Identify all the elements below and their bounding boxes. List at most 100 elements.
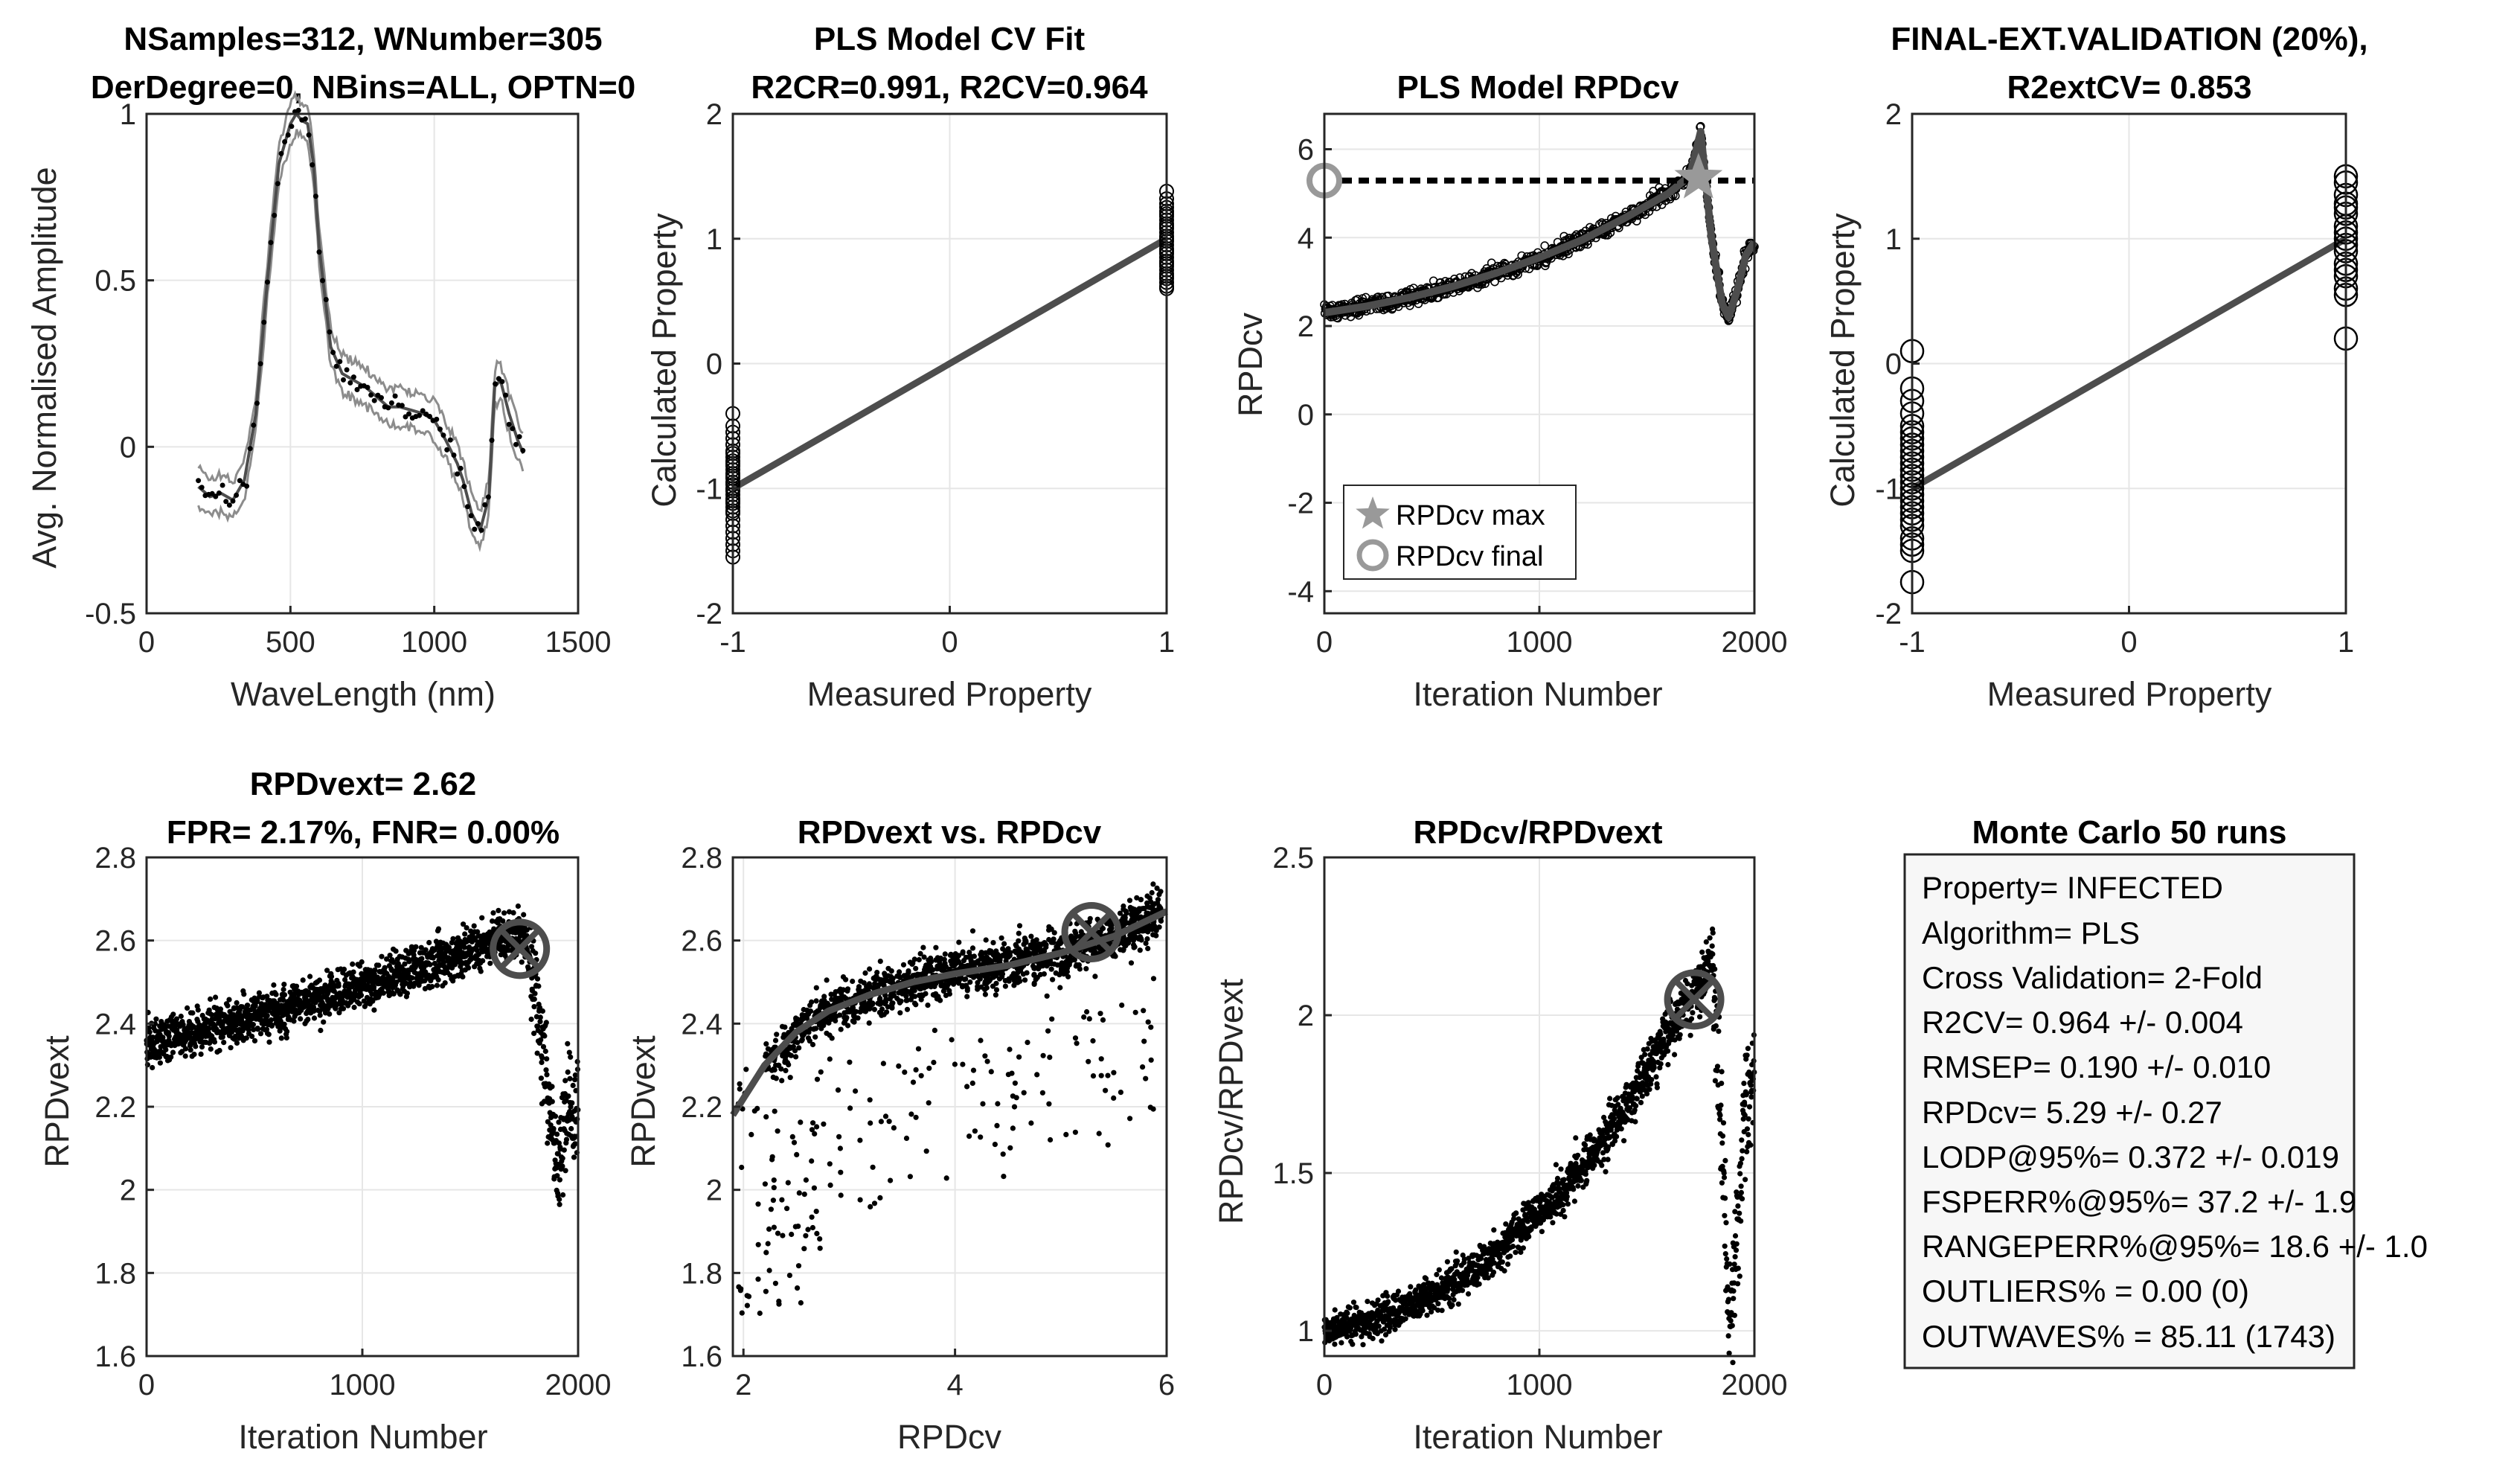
spectrum-y-tick-label: -0.5: [85, 598, 136, 630]
ratio-dot: [1451, 1297, 1457, 1302]
rpdvext-dot: [180, 1022, 186, 1028]
rpdvext-dot: [281, 982, 287, 988]
rpdvext-dot: [228, 1045, 234, 1051]
ext-validation-y-tick-label: 1: [1885, 223, 1902, 256]
rpdvext-vs-rpdcv-dot: [1064, 965, 1071, 971]
rpdvext-vs-rpdcv-dot: [827, 1032, 833, 1038]
ratio-dot: [1385, 1293, 1391, 1299]
spectrum-dot: [520, 447, 526, 453]
rpdvext-vs-rpdcv-dot: [883, 997, 889, 1003]
rpdvext-dot: [316, 977, 323, 983]
rpdvext-vs-rpdcv-dot: [876, 976, 882, 982]
rpdvext-vs-rpdcv-dot: [795, 1285, 801, 1291]
rpdvext-vs-rpdcv-dot: [1012, 1080, 1018, 1086]
rpdvext-vs-rpdcv-dot: [809, 1158, 815, 1164]
rpdvext-dot: [567, 1075, 573, 1081]
rpdvext-dot: [217, 1047, 222, 1054]
rpdvext-dot: [427, 962, 433, 968]
spectrum-dot: [341, 377, 346, 383]
rpdvext-vs-rpdcv-dot: [1050, 976, 1056, 982]
spectrum-dot: [320, 278, 326, 284]
rpdvext-y-tick-label: 2.4: [94, 1008, 136, 1040]
rpdvext-vs-rpdcv-dot: [850, 978, 856, 985]
rpdvext-vs-rpdcv-dot: [947, 952, 953, 959]
spectrum-dot: [306, 132, 312, 138]
rpdvext-vs-rpdcv-dot: [1046, 936, 1052, 943]
ratio-dot: [1353, 1331, 1359, 1337]
rpdvext-vs-rpdcv-dot: [871, 1006, 877, 1012]
rpdvext-vs-rpdcv-dot: [912, 994, 918, 1000]
rpdvext-x-tick-label: 2000: [545, 1369, 612, 1401]
rpdvext-vs-rpdcv-dot: [786, 1051, 792, 1057]
rpdvext-vs-rpdcv-y-tick-label: 1.8: [681, 1257, 722, 1290]
ratio-panel: RPDcv/RPDvext 0 1000 2000 11.522.5 Iterati…: [1212, 814, 1787, 1456]
spectrum-line-layer: [197, 90, 525, 553]
rpdvext-dot: [225, 1003, 231, 1008]
spectrum-dot: [272, 212, 278, 218]
rpdvext-dot: [370, 998, 376, 1004]
rpdvext-vs-rpdcv-dot: [876, 982, 882, 988]
rpdvext-dot: [376, 962, 382, 968]
rpdvext-vs-rpdcv-title: RPDvext vs. RPDcv: [798, 814, 1102, 851]
rpdvext-vs-rpdcv-dot: [776, 1062, 782, 1068]
rpdvext-vs-rpdcv-dot: [882, 971, 888, 976]
rpdvext-vs-rpdcv-dot: [1023, 948, 1029, 955]
spectrum-y-tick-label: 0: [120, 431, 136, 464]
spectrum-dot: [289, 124, 295, 130]
rpdvext-dot: [565, 1093, 571, 1099]
rpdvext-dot: [217, 1017, 222, 1023]
rpdvext-vs-rpdcv-dot: [903, 1135, 910, 1141]
rpdvext-vs-rpdcv-dot: [771, 1185, 777, 1191]
spectrum-panel: NSamples=312, WNumber=305 DerDegree=0, N…: [25, 21, 635, 713]
ext-validation-y-tick-label: -2: [1875, 598, 1902, 630]
rpdvext-vs-rpdcv-dot: [904, 1006, 911, 1012]
ratio-dot: [1385, 1299, 1391, 1305]
spectrum-dot: [475, 521, 481, 527]
rpdvext-vs-rpdcv-dot: [1037, 971, 1043, 978]
rpdvext-vs-rpdcv-dot: [814, 1230, 820, 1236]
rpdcv-x-tick-label: 2000: [1722, 626, 1788, 659]
rpdvext-vs-rpdcv-dot: [769, 1154, 775, 1160]
rpdvext-vs-rpdcv-dot: [772, 1038, 779, 1043]
rpdvext-dot: [490, 910, 496, 916]
cv-fit-y-label: Calculated Property: [645, 213, 683, 508]
rpdvext-dot: [404, 991, 411, 997]
rpdvext-vs-rpdcv-dot: [1044, 993, 1050, 999]
rpdvext-vs-rpdcv-dot: [770, 1198, 776, 1203]
rpdvext-vs-rpdcv-dot: [1134, 911, 1140, 917]
rpdvext-vs-rpdcv-dot: [763, 1051, 769, 1057]
rpdvext-dot: [152, 1021, 158, 1027]
rpdvext-vs-rpdcv-dot: [980, 1101, 986, 1107]
rpdvext-vs-rpdcv-dot: [813, 985, 819, 991]
rpdvext-vs-rpdcv-dot: [811, 1026, 817, 1032]
rpdvext-vs-rpdcv-dot: [870, 1164, 876, 1170]
spectrum-dot: [216, 490, 222, 496]
spectrum-dot: [213, 493, 219, 499]
rpdvext-vs-rpdcv-dot: [1141, 1038, 1147, 1044]
rpdvext-vs-rpdcv-dot: [772, 1108, 778, 1114]
rpdvext-vs-rpdcv-dot: [878, 1119, 884, 1125]
rpdvext-vs-rpdcv-dot: [1007, 1145, 1013, 1151]
rpdvext-vs-rpdcv-dot: [809, 1214, 815, 1220]
spectrum-x-ticks: 0 500 1000 1500: [138, 606, 611, 659]
rpdvext-vs-rpdcv-dot: [896, 990, 902, 996]
rpdvext-vs-rpdcv-dot: [1105, 1072, 1111, 1078]
rpdvext-dot: [351, 1004, 357, 1011]
rpdvext-dot: [501, 910, 507, 916]
rpdvext-vs-rpdcv-dot: [1148, 1057, 1154, 1063]
ratio-title: RPDcv/RPDvext: [1413, 814, 1662, 851]
rpdvext-vs-rpdcv-dot: [871, 1201, 878, 1206]
ratio-grid: [1324, 857, 1755, 1356]
rpdvext-dot: [568, 1054, 574, 1060]
ratio-dot: [1424, 1312, 1430, 1318]
rpdvext-dot: [561, 1147, 567, 1153]
rpdvext-vs-rpdcv-dot: [801, 1016, 807, 1022]
rpdvext-dot: [359, 959, 365, 965]
rpdvext-vs-rpdcv-dot: [757, 1310, 763, 1317]
rpdvext-vs-rpdcv-dot: [771, 1224, 777, 1230]
rpdvext-dot: [534, 976, 541, 982]
rpdvext-vs-rpdcv-y-tick-label: 2.4: [681, 1008, 722, 1040]
ratio-dot: [1332, 1307, 1338, 1313]
rpdvext-vs-rpdcv-dot: [1118, 1090, 1123, 1096]
rpdvext-vs-rpdcv-dot: [1147, 1104, 1153, 1110]
